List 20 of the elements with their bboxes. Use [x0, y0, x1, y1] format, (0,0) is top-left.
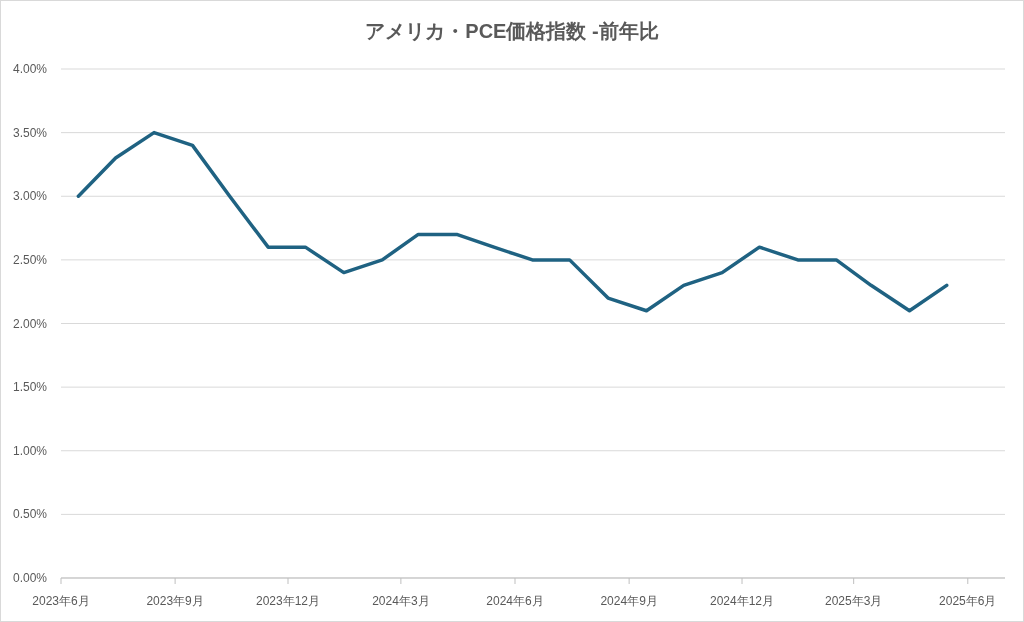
y-tick-label: 2.50% [12, 252, 48, 267]
x-tick-label: 2023年12月 [255, 594, 321, 608]
x-tick-label: 2023年6月 [32, 594, 90, 608]
x-tick-label: 2024年6月 [486, 594, 544, 608]
y-tick-label: 2.00% [12, 316, 48, 331]
chart-title: アメリカ・PCE価格指数 -前年比 [365, 20, 659, 42]
x-tick-label: 2024年9月 [600, 594, 658, 608]
x-tick-label: 2025年3月 [824, 594, 883, 608]
x-tick-label: 2023年9月 [146, 594, 204, 608]
y-tick-label: 1.50% [12, 380, 48, 395]
y-tick-label: 1.00% [12, 443, 48, 458]
y-tick-label: 0.00% [12, 571, 48, 585]
x-tick-label: 2025年6月 [939, 594, 997, 608]
y-tick-label: 4.00% [12, 62, 48, 76]
y-tick-label: 3.50% [12, 125, 48, 140]
line-series [76, 130, 949, 313]
x-tick-label: 2024年12月 [710, 594, 775, 608]
y-tick-label: 0.50% [12, 507, 48, 522]
x-tick-label: 2024年3月 [372, 594, 430, 608]
y-tick-label: 3.00% [12, 189, 48, 204]
